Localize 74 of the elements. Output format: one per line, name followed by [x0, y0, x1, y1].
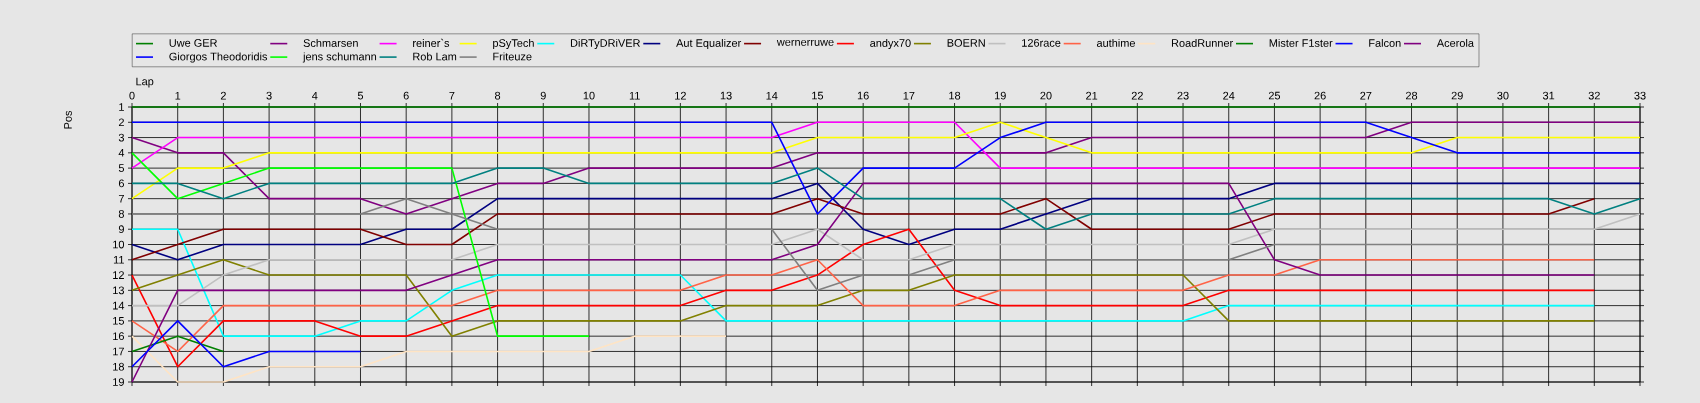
x-tick-label: 13: [720, 91, 732, 100]
x-tick-label: 4: [311, 91, 318, 100]
x-tick-label: 21: [1086, 91, 1098, 100]
y-tick-label: 6: [118, 179, 124, 188]
x-tick-label: 25: [1268, 91, 1281, 100]
x-tick-label: 18: [949, 91, 961, 100]
x-tick-label: 6: [403, 91, 409, 100]
y-tick-label: 16: [113, 332, 124, 341]
y-tick-label: 5: [118, 164, 125, 172]
x-tick-label: 17: [903, 91, 915, 100]
x-tick-label: 30: [1497, 91, 1509, 100]
y-tick-label: 10: [113, 240, 125, 249]
legend-label: Aut Equalizer: [676, 38, 742, 50]
legend-label: 126race: [1022, 39, 1061, 47]
x-tick-label: 9: [540, 91, 546, 100]
legend-label: Acerola: [1436, 38, 1474, 47]
x-tick-label: 26: [1314, 91, 1326, 100]
legend-label: authime: [1096, 38, 1135, 47]
legend-label: Mister F1ster: [1269, 38, 1333, 47]
y-tick-label: 14: [113, 301, 125, 310]
legend-label: Friteuze: [493, 52, 532, 61]
y-tick-label: 11: [113, 256, 124, 264]
legend-label: Falcon: [1369, 38, 1401, 47]
legend-label: BOERN: [947, 39, 985, 47]
x-tick-label: 19: [994, 91, 1006, 100]
y-tick-label: 19: [113, 378, 124, 386]
y-tick-label: 18: [113, 362, 124, 371]
x-tick-label: 33: [1634, 91, 1646, 100]
y-axis-title: Pos: [64, 110, 72, 129]
x-tick-label: 12: [675, 91, 686, 100]
x-tick-label: 3: [266, 91, 272, 100]
y-tick-label: 7: [118, 194, 124, 203]
x-axis-title: Lap: [136, 77, 154, 88]
legend-label: Schmarsen: [303, 38, 358, 47]
y-tick-label: 1: [119, 103, 124, 111]
x-tick-label: 7: [449, 91, 455, 100]
y-tick-label: 13: [113, 286, 124, 295]
x-tick-label: 29: [1451, 91, 1463, 100]
x-tick-label: 31: [1542, 91, 1555, 100]
x-tick-label: 10: [583, 91, 595, 100]
x-tick-label: 23: [1177, 91, 1189, 100]
y-tick-label: 3: [118, 133, 124, 142]
legend-label: Giorgos Theodoridis: [169, 52, 268, 63]
y-tick-label: 8: [118, 210, 124, 218]
x-tick-label: 14: [766, 91, 778, 100]
legend-label: wernerruwe: [776, 39, 834, 46]
y-tick-label: 15: [113, 317, 125, 325]
x-tick-label: 11: [629, 91, 640, 100]
y-tick-label: 2: [118, 118, 124, 127]
x-tick-label: 0: [129, 91, 135, 100]
y-tick-label: 12: [113, 271, 124, 279]
x-tick-label: 27: [1360, 91, 1372, 100]
legend-label: andyx70: [870, 38, 911, 50]
x-tick-label: 20: [1040, 91, 1052, 100]
legend-label: Rob Lam: [413, 52, 457, 61]
x-tick-label: 5: [357, 91, 364, 100]
legend-label: Uwe GER: [169, 39, 217, 47]
x-tick-label: 8: [495, 91, 501, 100]
legend-label: DiRTyDRiVER: [570, 38, 640, 50]
legend-label: reiner`s: [413, 38, 450, 48]
legend-label: pSyTech: [493, 38, 534, 50]
x-tick-label: 16: [857, 91, 869, 100]
x-tick-label: 22: [1131, 91, 1143, 100]
legend-label: RoadRunner: [1171, 38, 1234, 47]
y-tick-label: 17: [113, 347, 124, 356]
y-tick-label: 4: [118, 149, 125, 157]
x-tick-label: 24: [1223, 91, 1235, 100]
x-tick-label: 32: [1588, 91, 1600, 100]
y-tick-label: 9: [118, 225, 124, 234]
x-tick-label: 1: [175, 91, 181, 100]
x-tick-label: 2: [220, 91, 226, 100]
x-tick-label: 28: [1405, 91, 1418, 100]
legend-label: jens schumann: [302, 52, 377, 63]
x-tick-label: 15: [812, 91, 824, 100]
